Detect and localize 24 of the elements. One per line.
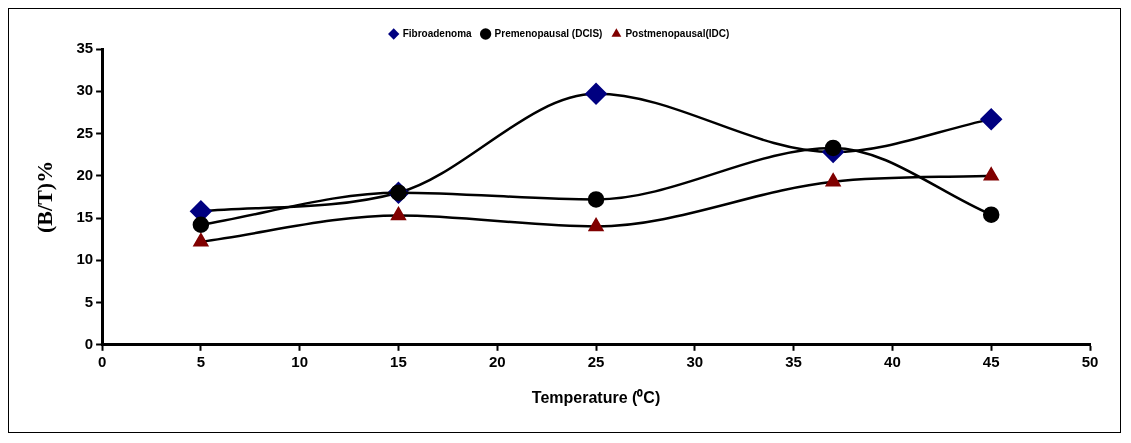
y-tick-label: 30 (76, 81, 94, 99)
y-tick-label: 10 (76, 250, 94, 268)
x-tick-label: 35 (785, 352, 802, 370)
y-tick-label: 5 (84, 292, 94, 310)
legend-label: Premenopausal (DCIS) (494, 27, 603, 39)
y-tick-label: 35 (76, 39, 94, 57)
x-tick-label: 45 (982, 352, 1000, 370)
x-tick-label: 30 (686, 352, 704, 370)
x-tick-label: 25 (587, 352, 605, 370)
x-tick-label: 40 (884, 352, 901, 370)
y-axis-title: (B/T)% (31, 160, 57, 233)
y-tick-label: 15 (76, 208, 94, 226)
x-tick-label: 15 (390, 352, 407, 370)
x-tick-label: 10 (291, 352, 309, 370)
x-tick-label: 5 (196, 352, 206, 370)
x-tick-label: 50 (1081, 352, 1099, 370)
y-tick-label: 25 (76, 123, 94, 141)
x-axis-title: Temperature (⁰C) (531, 388, 661, 406)
y-tick-label: 0 (84, 334, 94, 352)
legend-label: Fibroadenoma (402, 27, 473, 39)
y-tick-label: 20 (76, 165, 94, 183)
legend-label: Postmenopausal(IDC) (625, 27, 730, 39)
x-tick-label: 20 (488, 352, 506, 370)
x-tick-label: 0 (97, 352, 107, 370)
